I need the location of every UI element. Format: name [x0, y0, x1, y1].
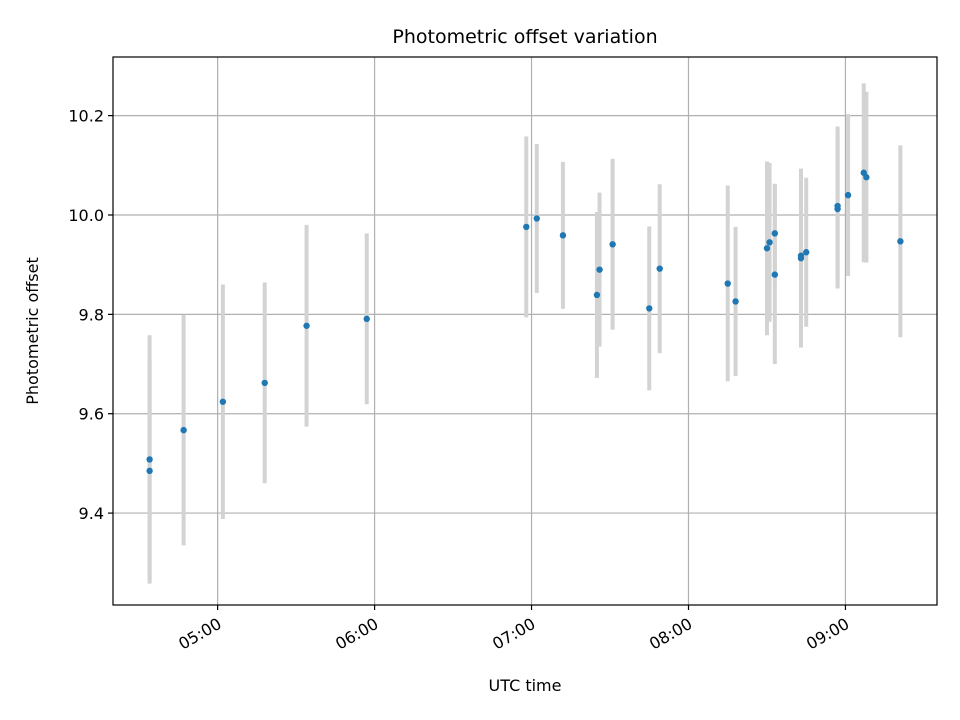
- x-tick-label: 06:00: [332, 614, 381, 654]
- data-point: [609, 241, 616, 248]
- data-point: [533, 215, 540, 222]
- x-tick-label: 05:00: [175, 614, 224, 654]
- x-axis-ticks: 05:00 06:00 07:00 08:00 09:00: [175, 605, 852, 654]
- data-point: [834, 205, 841, 213]
- y-tick-label: 9.8: [79, 305, 104, 324]
- data-point: [363, 315, 370, 323]
- data-point: [596, 266, 603, 273]
- x-tick-label: 09:00: [803, 614, 852, 654]
- data-point: [523, 223, 530, 231]
- chart-title: Photometric offset variation: [392, 26, 657, 48]
- data-point: [766, 239, 773, 246]
- y-tick-label: 9.6: [79, 405, 104, 424]
- data-points: [146, 169, 904, 475]
- y-axis-ticks: 9.4 9.6 9.8 10.0 10.2: [68, 107, 113, 523]
- y-tick-label: 10.0: [68, 206, 104, 225]
- data-point: [646, 305, 653, 312]
- error-bars: [147, 83, 903, 584]
- data-point: [219, 398, 227, 405]
- data-point: [180, 426, 187, 434]
- data-point: [559, 232, 567, 239]
- data-point: [897, 238, 904, 245]
- data-point: [732, 298, 739, 305]
- data-point: [724, 280, 731, 287]
- y-tick-label: 9.4: [79, 504, 104, 523]
- data-point: [763, 245, 771, 252]
- data-point: [803, 249, 810, 256]
- data-point: [771, 271, 779, 278]
- data-point: [771, 230, 779, 237]
- data-point: [146, 456, 153, 463]
- data-point: [863, 174, 870, 181]
- plot-frame: [112, 56, 938, 606]
- y-tick-label: 10.2: [68, 107, 104, 126]
- data-point: [261, 379, 268, 387]
- data-point: [844, 191, 852, 199]
- data-point: [146, 467, 153, 475]
- y-axis-label: Photometric offset: [23, 257, 42, 405]
- x-axis-label: UTC time: [489, 676, 562, 695]
- x-tick-label: 07:00: [489, 614, 538, 654]
- data-point: [303, 322, 310, 329]
- data-point: [797, 255, 805, 262]
- x-tick-label: 08:00: [646, 614, 695, 654]
- data-point: [593, 291, 601, 299]
- data-point: [656, 265, 663, 272]
